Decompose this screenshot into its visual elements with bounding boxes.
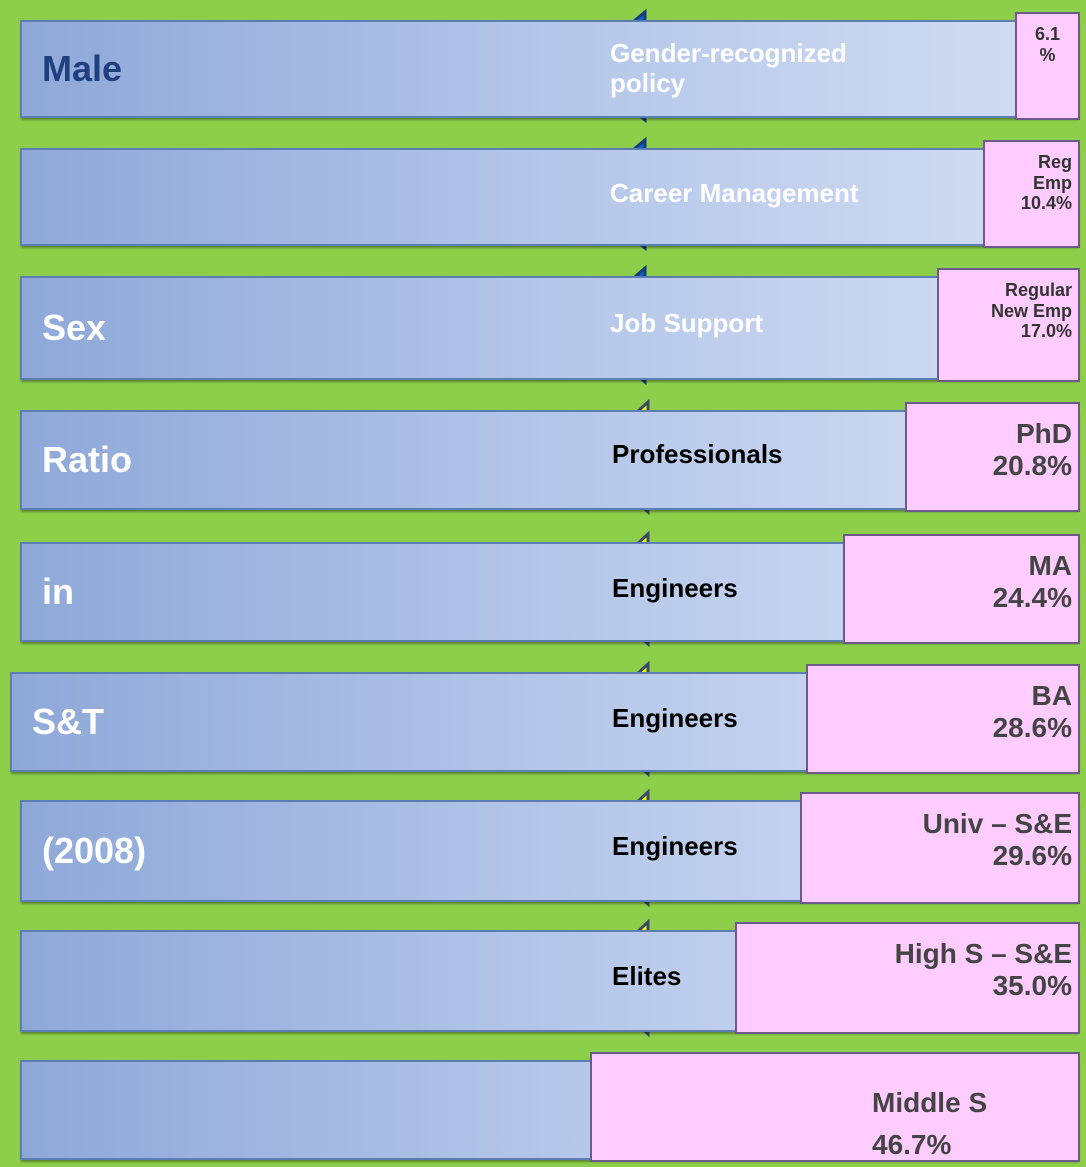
- value-box: Middle S 46.7%: [590, 1052, 1080, 1162]
- arrow-label: Elites: [612, 961, 682, 992]
- box-text: Middle S: [872, 1087, 988, 1118]
- box-text: 29.6%: [992, 840, 1072, 872]
- row-label: in: [42, 571, 74, 612]
- arrow-label: Engineers: [612, 831, 738, 862]
- row-bar: [20, 410, 1078, 510]
- box-text: 17.0%: [1020, 321, 1072, 342]
- box-text: High S – S&E: [894, 938, 1072, 969]
- box-text: 28.6%: [992, 712, 1072, 744]
- row-label: Ratio: [42, 439, 132, 480]
- box-text: Regular: [1004, 280, 1072, 300]
- box-text: PhD: [1016, 418, 1072, 449]
- row-label: Sex: [42, 307, 107, 348]
- box-text: 24.4%: [992, 582, 1072, 614]
- box-text: 10.4%: [1020, 193, 1072, 214]
- value-box: High S – S&E 35.0%: [735, 922, 1080, 1034]
- value-box: Reg Emp 10.4%: [983, 140, 1080, 248]
- value-box: MA 24.4%: [843, 534, 1080, 644]
- value-box: PhD 20.8%: [905, 402, 1080, 512]
- box-text: Reg: [1037, 152, 1072, 172]
- arrow-label: Engineers: [612, 572, 738, 603]
- box-text: 20.8%: [992, 450, 1072, 482]
- value-box: 6.1%: [1015, 12, 1080, 120]
- box-text: 46.7%: [872, 1129, 952, 1160]
- arrow-label: Gender-recognized policy: [610, 38, 847, 99]
- box-text: 35.0%: [992, 970, 1072, 1002]
- arrow-label: Professionals: [612, 438, 783, 469]
- row-bar: [20, 148, 1078, 246]
- row-label: Male: [42, 48, 123, 89]
- box-text: %: [1039, 44, 1056, 65]
- box-text: BA: [1031, 680, 1072, 711]
- row-bar: [20, 20, 1078, 118]
- box-text: Univ – S&E: [922, 808, 1072, 839]
- arrow-label: Engineers: [612, 702, 738, 733]
- box-text: Emp: [1032, 172, 1072, 193]
- value-box: Regular New Emp 17.0%: [937, 268, 1080, 382]
- box-text: MA: [1028, 550, 1072, 581]
- row-label: (2008): [42, 830, 147, 871]
- value-box: BA 28.6%: [806, 664, 1080, 774]
- row-bar: [20, 276, 1078, 380]
- box-text: New Emp: [990, 300, 1072, 321]
- value-box: Univ – S&E 29.6%: [800, 792, 1080, 904]
- arrow-label: Job Support: [610, 307, 764, 338]
- row-label: S&T: [32, 701, 104, 742]
- arrow-label: Career Management: [610, 178, 859, 209]
- box-text: 6.1: [1034, 24, 1061, 44]
